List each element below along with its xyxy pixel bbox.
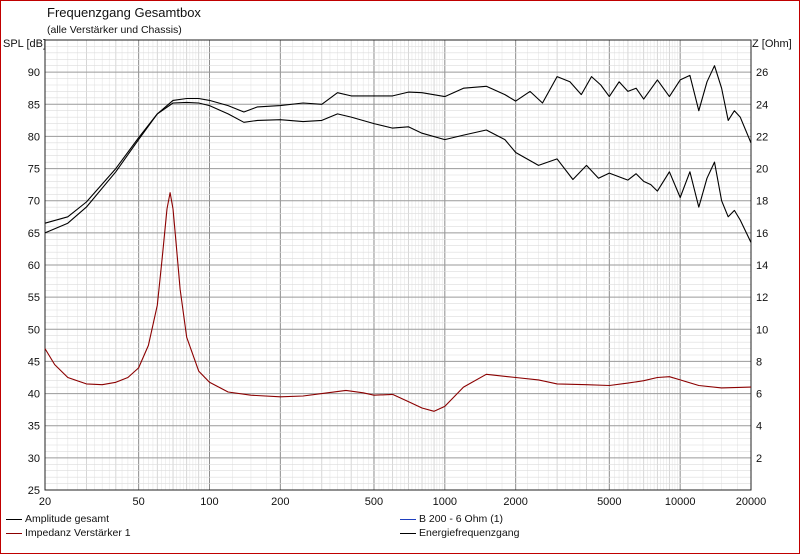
legend-item-impedanz: Impedanz Verstärker 1	[6, 527, 131, 539]
y-tick-label-right: 14	[756, 260, 768, 272]
y-tick-label-left: 65	[28, 228, 40, 240]
legend-swatch	[400, 518, 416, 520]
y-tick-label-right: 24	[756, 99, 768, 111]
legend-swatch	[6, 518, 22, 520]
plot-border	[44, 39, 752, 491]
x-tick-label: 10000	[665, 496, 696, 508]
y-axis-left-label: SPL [dB]	[3, 38, 47, 50]
legend-item-energie: Energiefrequenzgang	[400, 527, 519, 539]
y-tick-label-left: 30	[28, 453, 40, 465]
x-tick-label: 500	[365, 496, 383, 508]
y-tick-label-left: 80	[28, 131, 40, 143]
x-tick-label: 100	[200, 496, 218, 508]
y-tick-label-right: 4	[756, 421, 762, 433]
y-tick-label-left: 90	[28, 67, 40, 79]
y-tick-label-right: 16	[756, 228, 768, 240]
x-tick-label: 20000	[736, 496, 767, 508]
series-energiefrequenzgang	[44, 65, 752, 224]
legend-swatch	[400, 532, 416, 534]
y-tick-label-right: 10	[756, 324, 768, 336]
y-tick-label-right: 20	[756, 164, 768, 176]
y-tick-label-right: 18	[756, 196, 768, 208]
y-tick-label-right: 26	[756, 67, 768, 79]
x-tick-label: 2000	[503, 496, 527, 508]
y-tick-label-right: 12	[756, 292, 768, 304]
y-tick-label-left: 45	[28, 356, 40, 368]
x-tick-label: 20	[39, 496, 51, 508]
legend-item-b200: B 200 - 6 Ohm (1)	[400, 513, 503, 525]
y-tick-label-left: 55	[28, 292, 40, 304]
x-tick-label: 1000	[433, 496, 457, 508]
y-tick-label-right: 6	[756, 389, 762, 401]
y-tick-label-left: 50	[28, 324, 40, 336]
y-tick-label-left: 70	[28, 196, 40, 208]
legend-label: B 200 - 6 Ohm (1)	[419, 513, 504, 525]
chart-title: Frequenzgang Gesamtbox	[47, 5, 201, 20]
x-tick-label: 200	[271, 496, 289, 508]
legend-swatch	[6, 532, 22, 534]
legend-label: Impedanz Verstärker 1	[25, 527, 131, 539]
y-tick-label-left: 35	[28, 421, 40, 433]
y-tick-label-left: 85	[28, 99, 40, 111]
y-tick-label-right: 8	[756, 356, 762, 368]
chart-subtitle: (alle Verstärker und Chassis)	[47, 24, 182, 36]
legend-label: Amplitude gesamt	[25, 513, 110, 525]
x-tick-label: 50	[133, 496, 145, 508]
y-tick-label-left: 25	[28, 485, 40, 497]
x-tick-label: 5000	[597, 496, 621, 508]
legend-label: Energiefrequenzgang	[419, 527, 520, 539]
y-tick-label-right: 2	[756, 453, 762, 465]
legend-item-amplitude: Amplitude gesamt	[6, 513, 109, 525]
series-amplitude-gesamt	[44, 101, 752, 243]
series-impedanz	[44, 192, 752, 412]
y-tick-label-left: 40	[28, 389, 40, 401]
y-tick-label-left: 60	[28, 260, 40, 272]
y-axis-right-label: Z [Ohm]	[752, 38, 792, 50]
y-tick-label-right: 22	[756, 131, 768, 143]
y-tick-label-left: 75	[28, 164, 40, 176]
